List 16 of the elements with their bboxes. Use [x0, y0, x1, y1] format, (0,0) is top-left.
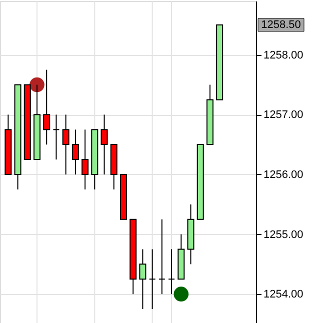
candlestick: [43, 69, 50, 146]
y-tick-label: 1256.00: [264, 168, 304, 181]
candlestick: [168, 248, 176, 295]
candlestick: [139, 248, 146, 310]
y-tick-label: 1257.00: [264, 109, 304, 122]
candlestick: [158, 218, 166, 295]
candlestick: [148, 248, 156, 310]
candlestick: [82, 129, 89, 190]
candlestick: [100, 114, 108, 175]
candlestick: [52, 114, 60, 160]
y-tick-label: 1255.00: [264, 228, 304, 241]
y-tick-label: 1254.00: [264, 288, 304, 301]
y-tick-label: 1258.00: [264, 49, 304, 62]
candlestick: [72, 129, 79, 175]
text: 1258.50: [261, 18, 301, 31]
candlestick: [62, 114, 70, 175]
